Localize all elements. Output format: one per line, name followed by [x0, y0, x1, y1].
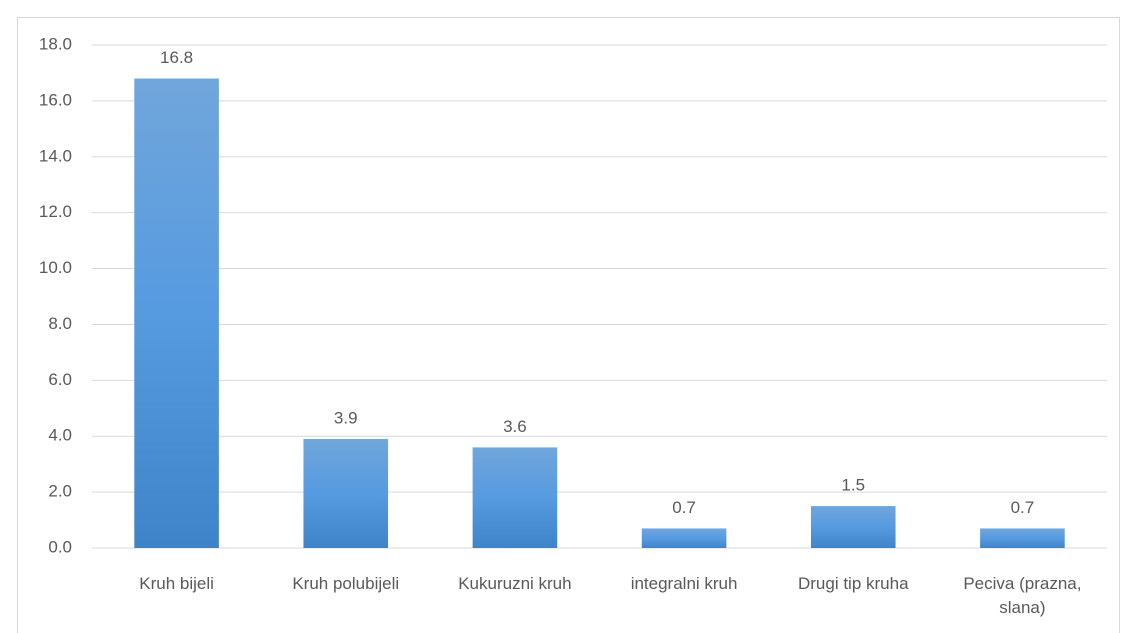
data-label: 1.5	[841, 476, 865, 495]
y-tick-label: 10.0	[39, 258, 72, 277]
y-tick-label: 2.0	[48, 482, 72, 501]
y-tick-label: 8.0	[48, 314, 72, 333]
y-tick-label: 16.0	[39, 90, 72, 109]
bar	[641, 528, 727, 548]
x-tick-label: integralni kruh	[630, 574, 738, 593]
bar	[134, 78, 219, 549]
bar	[472, 447, 558, 548]
x-tick-label: Peciva (prazna, slana)	[963, 574, 1082, 617]
data-label: 3.6	[503, 417, 527, 436]
data-label: 0.7	[672, 498, 696, 517]
y-tick-label: 0.0	[48, 537, 72, 556]
y-tick-label: 18.0	[39, 34, 72, 53]
bar	[303, 439, 389, 548]
x-tick-label: Kruh polubijeli	[292, 574, 400, 593]
x-tick-label: Kukuruzni kruh	[458, 574, 572, 593]
y-tick-label: 14.0	[39, 146, 72, 165]
y-tick-label: 4.0	[48, 426, 72, 445]
data-label: 16.8	[160, 48, 193, 67]
data-label: 3.9	[334, 409, 358, 428]
bar	[810, 506, 896, 548]
x-tick-label: Drugi tip kruha	[797, 574, 909, 593]
data-label: 0.7	[1011, 498, 1035, 517]
y-tick-label: 6.0	[48, 370, 72, 389]
chart-border	[17, 17, 1120, 633]
x-tick-label: Kruh bijeli	[139, 574, 214, 593]
y-tick-label: 12.0	[39, 202, 72, 221]
bar	[980, 528, 1065, 548]
